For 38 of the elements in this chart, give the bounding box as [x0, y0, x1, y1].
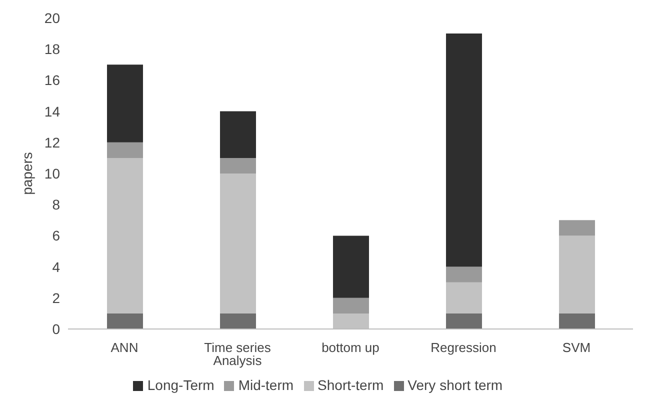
- bar: [220, 313, 256, 329]
- y-tick-label: 10: [44, 165, 60, 182]
- bar: [333, 236, 369, 298]
- bar: [107, 158, 143, 314]
- bar: [220, 174, 256, 314]
- bar: [446, 266, 482, 282]
- x-tick-label: ANN: [110, 340, 138, 356]
- y-tick-label: 0: [52, 320, 60, 337]
- bar: [107, 142, 143, 158]
- bar: [220, 111, 256, 158]
- bar: [333, 298, 369, 314]
- y-axis-title: papers: [18, 152, 35, 195]
- legend-label: Short-term: [318, 377, 384, 393]
- bar: [107, 313, 143, 329]
- bar: [220, 158, 256, 174]
- legend-label: Mid-term: [238, 377, 294, 393]
- y-tick-label: 8: [52, 196, 60, 213]
- bar: [559, 236, 595, 314]
- bar: [446, 313, 482, 329]
- bar: [446, 282, 482, 314]
- bar: [107, 64, 143, 142]
- y-tick-label: 20: [44, 10, 60, 26]
- y-tick-label: 14: [44, 103, 60, 120]
- bar: [559, 220, 595, 236]
- bar: [446, 34, 482, 267]
- y-tick-label: 6: [52, 228, 60, 244]
- x-tick-label: Regression: [430, 340, 496, 356]
- y-tick-label: 2: [52, 290, 60, 306]
- x-tick-label: Time series Analysis: [204, 340, 272, 368]
- legend-label: Long-Term: [147, 377, 214, 393]
- legend-label: Very short term: [408, 377, 503, 393]
- y-tick-label: 16: [44, 72, 60, 88]
- x-tick-label: bottom up: [322, 340, 380, 356]
- y-tick-label: 12: [44, 134, 60, 150]
- bar: [559, 313, 595, 329]
- y-tick-label: 18: [44, 41, 60, 58]
- x-tick-label: SVM: [562, 340, 591, 356]
- y-tick-label: 4: [52, 258, 60, 275]
